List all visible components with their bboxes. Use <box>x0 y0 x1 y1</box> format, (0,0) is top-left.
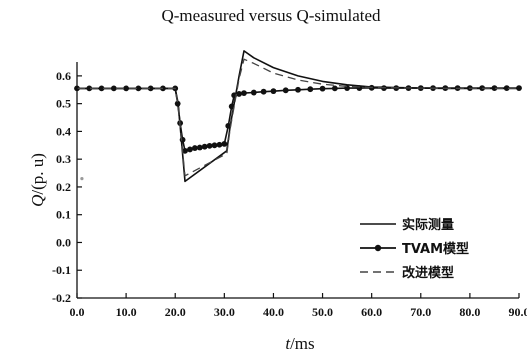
data-point-tvam <box>135 85 142 92</box>
x-tick-label: 70.0 <box>410 305 431 319</box>
data-point-tvam <box>241 90 247 96</box>
data-point-tvam <box>491 85 498 91</box>
y-axis-label-unit: /(p. u) <box>28 153 47 195</box>
data-point-tvam <box>503 85 510 91</box>
data-point-tvam <box>282 87 289 94</box>
legend-label-tvam: TVAM模型 <box>402 241 469 257</box>
data-point-tvam <box>201 143 208 150</box>
data-point-tvam <box>206 142 213 149</box>
data-point-tvam <box>319 85 326 92</box>
x-tick-label: 0.0 <box>70 305 85 319</box>
y-tick-label: 0.4 <box>56 124 71 138</box>
series-line-measured <box>77 50 519 183</box>
data-point-tvam <box>123 85 130 92</box>
x-axis-label-unit: /ms <box>290 334 315 353</box>
series-line-tvam <box>77 87 519 152</box>
data-point-tvam <box>216 141 223 148</box>
legend: 实际测量 TVAM模型 改进模型 <box>360 217 469 281</box>
data-point-tvam <box>225 122 232 129</box>
data-point-tvam <box>86 85 93 92</box>
data-point-tvam <box>174 100 181 107</box>
y-tick-label: 0.6 <box>56 69 71 83</box>
plot-area: 0.0 10.0 20.0 30.0 40.0 50.0 60.0 70.0 80.0 90.0 … <box>52 50 527 319</box>
data-point-tvam <box>516 85 522 91</box>
data-point-tvam <box>221 141 228 147</box>
data-point-tvam <box>270 88 277 95</box>
x-tick-label: 30.0 <box>214 305 235 319</box>
y-tick-label: -0.1 <box>52 263 71 277</box>
x-tick-label: 80.0 <box>459 305 480 319</box>
y-tick-label: 0.0 <box>56 235 71 249</box>
data-point-tvam <box>211 142 218 149</box>
x-tick-label: 20.0 <box>165 305 186 319</box>
data-point-tvam <box>250 89 257 96</box>
y-tick-label: 0.5 <box>56 97 71 111</box>
x-tick-label: 10.0 <box>116 305 137 319</box>
data-point-tvam <box>236 91 242 97</box>
x-tick-label: 60.0 <box>361 305 382 319</box>
y-axis-label: Q/(p. u) <box>28 153 47 207</box>
chart-title: Q-measured versus Q-simulated <box>161 6 381 25</box>
data-point-tvam <box>182 147 188 154</box>
data-point-tvam <box>356 85 363 91</box>
x-tick-label: 40.0 <box>263 305 284 319</box>
legend-label-measured: 实际测量 <box>402 217 454 233</box>
data-point-tvam <box>98 85 105 92</box>
y-tick-label: 0.1 <box>56 208 71 222</box>
data-point-tvam <box>110 85 117 92</box>
data-point-tvam <box>191 145 198 151</box>
data-point-tvam <box>187 146 193 153</box>
legend-marker-tvam <box>374 244 382 252</box>
data-point-tvam <box>331 85 338 92</box>
legend-label-improved: 改进模型 <box>402 265 454 281</box>
x-axis-label: t/ms <box>285 334 314 353</box>
x-tick-label: 90.0 <box>509 305 527 319</box>
y-axis-label-var: Q <box>28 195 47 207</box>
data-point-tvam <box>147 85 154 92</box>
x-axis-label-var: t <box>285 334 291 353</box>
y-ticks: 0.6 0.5 0.4 0.3 0.2 0.1 0.0 -0.1 -0.2 <box>52 69 82 305</box>
data-point-tvam <box>295 86 301 93</box>
y-tick-label: -0.2 <box>52 291 71 305</box>
x-ticks: 0.0 10.0 20.0 30.0 40.0 50.0 60.0 70.0 80.0 90.0 <box>70 293 527 319</box>
x-tick-label: 50.0 <box>312 305 333 319</box>
series-layer <box>74 50 522 183</box>
y-tick-label: 0.2 <box>56 180 71 194</box>
data-point-tvam <box>179 136 186 143</box>
data-point-tvam <box>260 88 267 95</box>
data-point-tvam <box>228 103 235 110</box>
data-point-tvam <box>196 144 203 151</box>
data-point-tvam <box>307 86 314 93</box>
stray-dot <box>80 177 84 181</box>
y-tick-label: 0.3 <box>56 152 71 166</box>
